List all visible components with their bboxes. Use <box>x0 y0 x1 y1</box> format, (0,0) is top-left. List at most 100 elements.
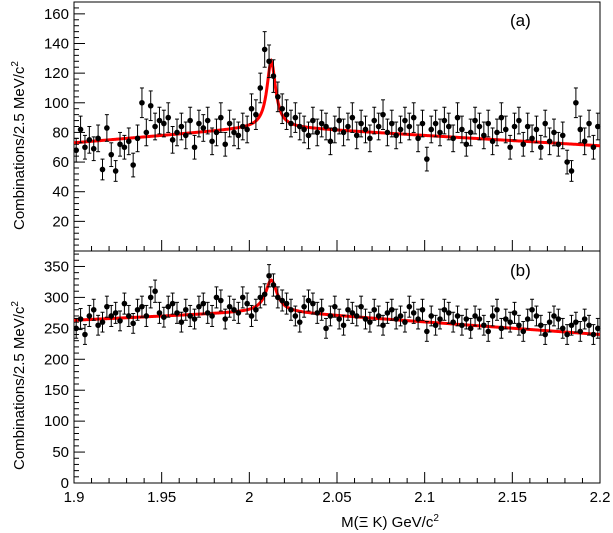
marker <box>402 319 408 325</box>
marker <box>125 313 132 319</box>
marker <box>292 313 299 319</box>
marker <box>112 168 119 174</box>
data-point-b <box>358 295 364 318</box>
y-tick-label-b: 150 <box>44 382 69 399</box>
marker <box>191 144 198 151</box>
data-point-b <box>424 321 430 342</box>
data-point-b <box>502 308 509 330</box>
marker <box>196 303 202 310</box>
data-point-b <box>152 279 158 303</box>
marker <box>516 117 522 124</box>
marker <box>82 144 88 151</box>
marker <box>218 114 224 121</box>
data-point-b <box>130 312 136 334</box>
data-point-a <box>178 112 185 141</box>
data-point-a <box>424 146 430 172</box>
data-point-b <box>432 314 439 336</box>
marker <box>542 120 549 127</box>
marker <box>152 288 158 295</box>
marker <box>266 58 272 65</box>
marker <box>301 126 307 133</box>
data-point-a <box>388 109 395 138</box>
marker <box>581 138 588 145</box>
data-point-b <box>595 317 601 339</box>
marker <box>489 138 496 145</box>
data-point-a <box>362 115 369 144</box>
marker <box>511 123 518 130</box>
marker <box>375 123 382 130</box>
y-axis-label-b: Combinations/2.5 MeV/c2 <box>10 301 28 470</box>
marker <box>82 331 88 338</box>
data-point-b <box>568 314 575 336</box>
marker <box>476 316 483 322</box>
data-point-a <box>397 115 404 144</box>
marker <box>305 132 312 139</box>
data-point-b <box>112 301 119 324</box>
marker <box>165 114 172 121</box>
data-point-b <box>353 305 360 327</box>
marker <box>143 129 150 136</box>
marker <box>581 316 588 322</box>
data-point-b <box>559 317 566 339</box>
data-point-a <box>134 124 141 153</box>
marker <box>301 303 307 310</box>
marker <box>288 120 294 127</box>
marker <box>117 141 123 148</box>
marker <box>279 297 286 304</box>
data-point-b <box>397 305 404 327</box>
x-tick-label: 2.1 <box>414 489 435 506</box>
marker <box>143 313 150 319</box>
data-point-b <box>235 301 242 324</box>
data-point-a <box>296 112 303 141</box>
data-point-b <box>288 298 294 321</box>
data-point-a <box>187 106 193 135</box>
data-point-a <box>555 131 562 157</box>
data-point-b <box>362 308 369 330</box>
marker <box>275 294 281 301</box>
data-point-a <box>266 44 272 79</box>
marker <box>174 310 180 316</box>
data-point-a <box>450 124 456 153</box>
data-point-a <box>139 87 145 119</box>
data-point-a <box>288 109 294 138</box>
marker <box>95 135 101 142</box>
panel-label-b: (b) <box>510 261 531 280</box>
marker <box>204 117 211 124</box>
data-point-b <box>441 298 448 321</box>
data-point-b <box>213 286 220 309</box>
y-tick-label-a: 160 <box>44 6 69 23</box>
marker <box>410 310 417 316</box>
data-point-a <box>90 136 97 162</box>
marker <box>327 313 334 319</box>
data-point-b <box>314 301 321 324</box>
data-point-a <box>182 121 189 150</box>
data-point-b <box>419 298 426 321</box>
data-point-a <box>77 115 84 144</box>
data-point-a <box>581 127 588 156</box>
data-point-b <box>121 292 128 315</box>
data-point-b <box>375 305 382 327</box>
data-point-b <box>178 311 185 333</box>
data-point-b <box>161 306 167 328</box>
data-point-a <box>551 118 557 147</box>
marker <box>437 316 443 322</box>
data-point-a <box>275 81 281 113</box>
marker <box>108 151 115 158</box>
marker <box>410 114 417 121</box>
marker <box>261 46 268 53</box>
data-point-a <box>213 118 220 147</box>
marker <box>73 325 79 332</box>
marker <box>424 328 430 335</box>
marker <box>511 310 518 316</box>
marker <box>336 117 342 124</box>
data-point-b <box>437 308 443 330</box>
data-point-b <box>104 295 110 318</box>
marker <box>371 117 378 124</box>
data-point-a <box>345 112 351 141</box>
marker <box>86 137 93 143</box>
y-tick-label-b: 300 <box>44 289 69 306</box>
data-point-b <box>516 314 522 336</box>
y-axis-label-a: Combinations/2.5 MeV/c2 <box>10 61 28 230</box>
marker <box>454 313 461 319</box>
data-points-b <box>73 264 601 345</box>
